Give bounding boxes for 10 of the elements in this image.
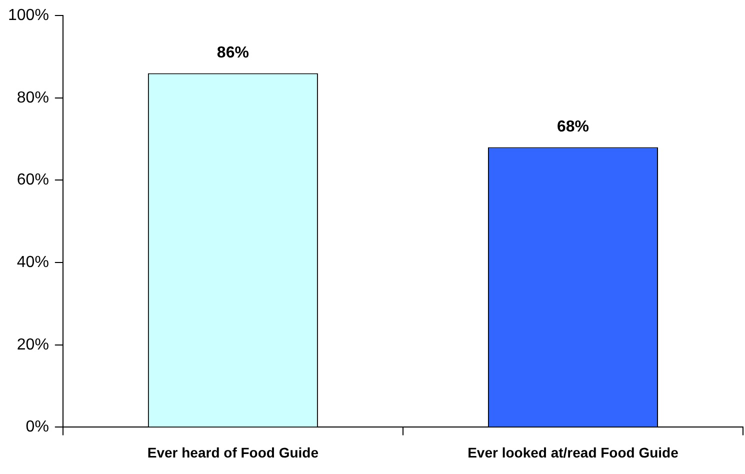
y-tick-label: 0% [26,418,49,436]
y-tick-label: 100% [8,7,49,24]
y-tick-label: 80% [16,89,49,106]
y-tick-label: 20% [16,336,49,354]
x-tick-label: Ever heard of Food Guide [147,444,319,460]
y-tick-label: 40% [16,254,49,271]
data-label: 68% [556,118,589,136]
data-label: 86% [216,44,249,62]
x-tick-label: Ever looked at/read Food Guide [468,444,679,460]
y-tick-label: 60% [16,172,49,189]
